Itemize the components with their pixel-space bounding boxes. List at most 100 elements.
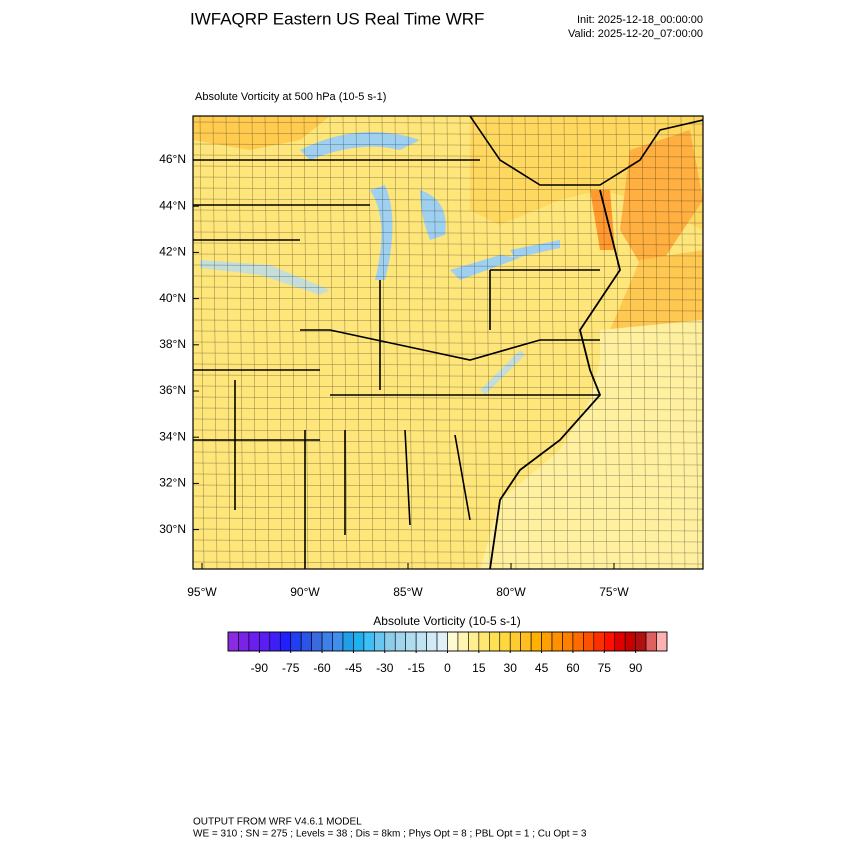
colorbar-box: [227, 631, 239, 652]
colorbar-label: 90: [629, 661, 643, 675]
lat-label: 30°N: [159, 522, 186, 536]
colorbar-box: [551, 631, 563, 652]
county-line: [193, 330, 703, 334]
colorbar-box: [384, 631, 396, 652]
county-line: [193, 220, 703, 224]
colorbar-box: [645, 631, 657, 652]
colorbar-box: [520, 631, 532, 652]
county-line: [193, 352, 703, 356]
colorbar-box: [394, 631, 406, 652]
county-line: [199, 116, 205, 569]
county-line: [193, 418, 703, 422]
ocean-field: [480, 320, 703, 569]
county-line: [193, 297, 703, 301]
colorbar-box: [300, 631, 312, 652]
colorbar-box: [593, 631, 605, 652]
county-line: [472, 116, 478, 569]
colorbar-title: Absolute Vorticity (10-5 s-1): [373, 614, 520, 628]
county-line: [193, 539, 703, 543]
colorbar-label: -15: [407, 661, 425, 675]
colorbar-box: [530, 631, 542, 652]
colorbar-box: [572, 631, 584, 652]
field-patch: [620, 130, 703, 280]
county-line: [193, 407, 703, 411]
colorbar-box: [541, 631, 553, 652]
colorbar-box: [248, 631, 260, 652]
colorbar-box: [290, 631, 302, 652]
county-line: [193, 341, 703, 345]
county-line: [193, 209, 703, 213]
colorbar-box: [468, 631, 480, 652]
colorbar-label: -75: [282, 661, 300, 675]
colorbar-box: [311, 631, 323, 652]
lake: [370, 185, 393, 280]
county-line: [193, 319, 703, 323]
county-line: [654, 116, 660, 569]
lat-label: 40°N: [159, 291, 186, 305]
county-line: [193, 495, 703, 499]
lon-label: 75°W: [599, 585, 629, 599]
colorbar-label: -30: [376, 661, 394, 675]
county-line: [193, 385, 703, 389]
colorbar-label: -90: [251, 661, 269, 675]
county-line: [498, 116, 504, 569]
plot-title: Absolute Vorticity at 500 hPa (10-5 s-1): [195, 91, 386, 103]
county-line: [193, 198, 703, 202]
lat-label: 46°N: [159, 152, 186, 166]
county-line: [485, 116, 491, 569]
county-line: [193, 550, 703, 554]
county-line: [193, 528, 703, 532]
field-patch: [200, 260, 330, 295]
colorbar-box: [478, 631, 490, 652]
county-line: [602, 116, 608, 569]
colorbar-box: [363, 631, 375, 652]
boundaries: [193, 116, 703, 569]
colorbar-box: [238, 631, 250, 652]
colorbar-label: 45: [535, 661, 549, 675]
county-line: [193, 286, 703, 290]
county-line: [628, 116, 634, 569]
valid-time: Valid: 2025-12-20_07:00:00: [568, 28, 703, 40]
county-line: [693, 116, 699, 569]
county-line: [193, 451, 703, 455]
county-line: [193, 132, 703, 136]
colorbar-box: [436, 631, 448, 652]
colorbar-box: [415, 631, 427, 652]
county-line: [212, 116, 218, 569]
lake: [420, 190, 446, 240]
county-line: [381, 116, 387, 569]
county-line: [667, 116, 673, 569]
county-line: [550, 116, 556, 569]
lon-label: 90°W: [290, 585, 320, 599]
county-line: [193, 396, 703, 400]
county-line: [433, 116, 439, 569]
county-lines: [193, 116, 703, 569]
county-line: [193, 242, 703, 246]
colorbar-box: [405, 631, 417, 652]
county-line: [193, 253, 703, 257]
county-line: [193, 143, 703, 147]
footer-line: WE = 310 ; SN = 275 ; Levels = 38 ; Dis …: [193, 829, 587, 840]
colorbar-box: [353, 631, 365, 652]
county-line: [251, 116, 257, 569]
colorbar-label: 15: [472, 661, 486, 675]
lat-label: 42°N: [159, 245, 186, 259]
county-line: [394, 116, 400, 569]
colorbar-box: [447, 631, 459, 652]
colorbar-box: [603, 631, 616, 652]
colorbar-box: [279, 631, 292, 652]
county-line: [193, 506, 703, 510]
colorbar-box: [332, 631, 344, 652]
county-line: [615, 116, 621, 569]
colorbar-box: [457, 631, 469, 652]
colorbar-box: [499, 631, 511, 652]
county-line: [446, 116, 452, 569]
county-line: [193, 440, 703, 444]
lat-label: 44°N: [159, 198, 186, 212]
county-line: [193, 484, 703, 488]
county-line: [193, 561, 703, 565]
footer-line: OUTPUT FROM WRF V4.6.1 MODEL: [193, 817, 362, 828]
lat-label: 38°N: [159, 337, 186, 351]
county-line: [563, 116, 569, 569]
county-line: [238, 116, 244, 569]
